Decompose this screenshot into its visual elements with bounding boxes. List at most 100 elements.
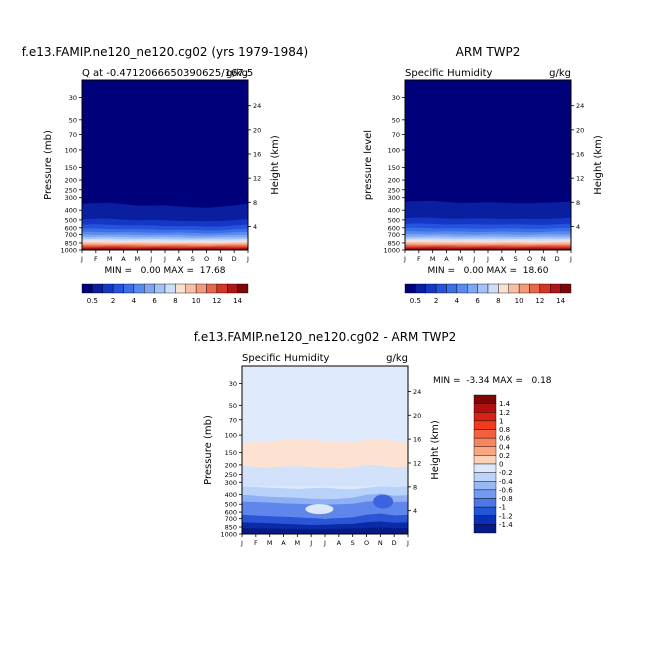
panel-model-colorbar: 0.5 2 4 6 8 10 12 14 [81, 283, 249, 305]
y-tick-label: 600 [65, 224, 77, 232]
y-right-tick-label: 4 [253, 223, 257, 231]
y-tick-label: 500 [65, 216, 77, 224]
x-tick-label: J [246, 255, 249, 263]
panel-model-subtitle-right: g/kg [226, 68, 248, 79]
y-tick-label: 700 [65, 231, 77, 239]
colorbar-label: -1 [499, 504, 506, 512]
colorbar-label: 14 [556, 297, 565, 305]
y-tick-label: 150 [225, 449, 237, 457]
y-tick-label: 600 [388, 224, 400, 232]
colorbar-label: 4 [455, 297, 460, 305]
x-tick-label: O [527, 255, 532, 263]
y-tick-label: 70 [392, 131, 400, 139]
y-tick-label: 500 [225, 501, 237, 509]
y-tick-label: 250 [388, 186, 400, 194]
colorbar-label: 12 [212, 297, 221, 305]
colorbar-label: 10 [192, 297, 201, 305]
y-tick-label: 150 [65, 164, 77, 172]
colorbar-label: 0.2 [499, 452, 510, 460]
x-tick-label: O [204, 255, 209, 263]
colorbar-cell [92, 283, 103, 294]
y-tick-label: 200 [225, 461, 237, 469]
x-tick-label: D [392, 539, 397, 547]
colorbar-cell [144, 283, 155, 294]
x-tick-label: J [486, 255, 489, 263]
diff-patch-jun [305, 504, 334, 515]
colorbar-label: -0.2 [499, 469, 513, 477]
panel-diff-stats: MIN = -3.34 MAX = 0.18 [433, 376, 552, 386]
y-right-tick-label: 4 [413, 507, 417, 515]
y-tick-label: 100 [388, 146, 400, 154]
y-tick-label: 30 [229, 380, 237, 388]
colorbar-label: -0.6 [499, 486, 513, 494]
colorbar-label: -1.4 [499, 521, 513, 529]
panel-model-axes: J F M A M J J A S O N D J305070100150200250300400500… [60, 94, 261, 263]
colorbar-cell [529, 283, 541, 294]
x-tick-label: J [406, 539, 409, 547]
colorbar-label: -1.2 [499, 512, 513, 520]
x-tick-label: F [254, 539, 258, 547]
colorbar-cell [473, 524, 497, 534]
colorbar-cell [473, 403, 497, 413]
colorbar-cell [237, 283, 249, 294]
y-tick-label: 300 [65, 194, 77, 202]
colorbar-label: 10 [515, 297, 524, 305]
y-tick-label: 300 [225, 479, 237, 487]
y-right-tick-label: 24 [413, 388, 421, 396]
panel-model-stats: MIN = 0.00 MAX = 17.68 [104, 266, 225, 276]
colorbar-cell [175, 283, 186, 294]
panel-model-ylabel-right: Height (km) [270, 135, 281, 195]
panel-obs-subtitle-left: Specific Humidity [405, 68, 493, 79]
x-tick-label: M [430, 255, 436, 263]
y-tick-label: 250 [65, 186, 77, 194]
x-tick-label: J [80, 255, 83, 263]
colorbar-label: 1.4 [499, 400, 511, 408]
y-right-tick-label: 12 [253, 175, 261, 183]
x-tick-label: A [121, 255, 126, 263]
panel-model-subtitle-left: Q at -0.4712066650390625/167.5 [82, 68, 253, 79]
colorbar-label: 0.6 [499, 435, 511, 443]
colorbar-cell [550, 283, 561, 294]
colorbar-cell [473, 412, 497, 422]
y-tick-label: 850 [225, 524, 237, 532]
colorbar-cell [473, 489, 497, 499]
y-right-tick-label: 24 [253, 102, 261, 110]
y-tick-label: 400 [225, 491, 237, 499]
y-tick-label: 70 [229, 416, 237, 424]
x-tick-label: S [191, 255, 195, 263]
diff-band-light [242, 464, 408, 487]
colorbar-cell [487, 283, 499, 294]
y-right-tick-label: 8 [413, 483, 417, 491]
colorbar-cell [102, 283, 114, 294]
x-tick-label: O [364, 539, 369, 547]
x-tick-label: N [218, 255, 223, 263]
y-tick-label: 250 [225, 471, 237, 479]
colorbar-cell [467, 283, 478, 294]
x-tick-label: M [295, 539, 301, 547]
y-tick-label: 50 [392, 116, 400, 124]
y-tick-label: 100 [225, 432, 237, 440]
panel-obs-axes: J F M A M J J A S O N D J305070100150200250300400500… [383, 94, 584, 263]
colorbar-cell [473, 455, 497, 465]
panel-diff-subtitle-left: Specific Humidity [242, 353, 330, 364]
colorbar-cell [473, 515, 497, 525]
y-right-tick-label: 16 [413, 436, 421, 444]
colorbar-label: 6 [475, 297, 480, 305]
y-tick-label: 1000 [383, 247, 400, 255]
colorbar-cell [446, 283, 458, 294]
colorbar-cell [508, 283, 520, 294]
x-tick-label: J [240, 539, 243, 547]
colorbar-label: -0.4 [499, 478, 513, 486]
y-right-tick-label: 12 [413, 459, 421, 467]
y-tick-label: 500 [388, 216, 400, 224]
y-tick-label: 700 [388, 231, 400, 239]
x-tick-label: A [281, 539, 286, 547]
panel-diff-ylabel-right: Height (km) [430, 420, 441, 480]
colorbar-cell [473, 498, 497, 508]
x-tick-label: A [177, 255, 182, 263]
y-tick-label: 700 [225, 515, 237, 523]
x-tick-label: J [569, 255, 572, 263]
colorbar-cell [164, 283, 176, 294]
